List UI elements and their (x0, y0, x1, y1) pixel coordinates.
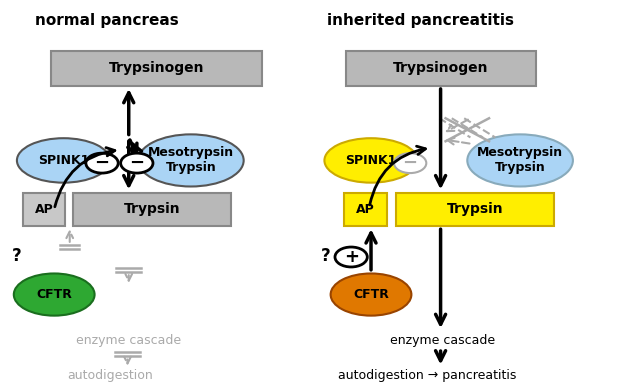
Text: AP: AP (356, 203, 375, 216)
Text: enzyme cascade: enzyme cascade (390, 334, 495, 347)
Text: autodigestion: autodigestion (67, 369, 153, 381)
FancyBboxPatch shape (23, 193, 66, 225)
Ellipse shape (138, 134, 243, 186)
Text: +: + (344, 248, 359, 266)
Text: Trypsin: Trypsin (447, 202, 504, 216)
Ellipse shape (324, 138, 417, 183)
FancyBboxPatch shape (344, 193, 386, 225)
Ellipse shape (14, 273, 95, 316)
Text: Trypsin: Trypsin (124, 202, 180, 216)
Text: Trypsinogen: Trypsinogen (109, 61, 205, 75)
Text: CFTR: CFTR (36, 288, 72, 301)
FancyBboxPatch shape (73, 193, 232, 225)
Text: −: − (94, 154, 110, 172)
Text: Trypsinogen: Trypsinogen (393, 61, 489, 75)
Text: Mesotrypsin
Trypsin: Mesotrypsin Trypsin (477, 146, 563, 174)
Text: autodigestion → pancreatitis: autodigestion → pancreatitis (338, 369, 516, 381)
Text: CFTR: CFTR (353, 288, 389, 301)
Text: SPINK1: SPINK1 (345, 154, 397, 167)
Circle shape (120, 153, 153, 173)
Text: inherited pancreatitis: inherited pancreatitis (327, 13, 514, 28)
Circle shape (335, 247, 368, 267)
Text: −: − (129, 154, 144, 172)
Text: SPINK1: SPINK1 (38, 154, 89, 167)
Text: ?: ? (12, 247, 22, 265)
FancyBboxPatch shape (51, 51, 262, 86)
Text: normal pancreas: normal pancreas (35, 13, 179, 28)
Ellipse shape (17, 138, 110, 183)
Circle shape (394, 153, 426, 173)
Text: Mesotrypsin
Trypsin: Mesotrypsin Trypsin (148, 146, 234, 174)
FancyBboxPatch shape (346, 51, 535, 86)
Ellipse shape (467, 134, 573, 186)
Ellipse shape (331, 273, 411, 316)
FancyBboxPatch shape (396, 193, 554, 225)
Text: ?: ? (321, 247, 331, 265)
Text: AP: AP (35, 203, 54, 216)
Circle shape (86, 153, 118, 173)
Text: enzyme cascade: enzyme cascade (76, 334, 182, 347)
Text: −: − (402, 154, 417, 172)
